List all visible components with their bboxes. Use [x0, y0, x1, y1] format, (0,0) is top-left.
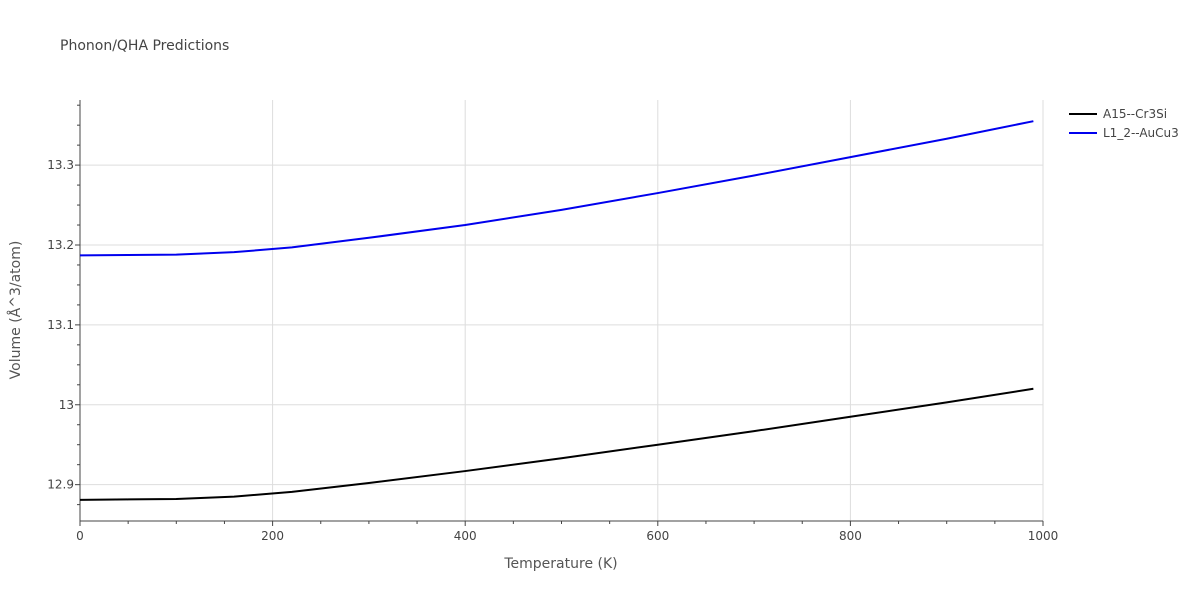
grid-layer — [80, 100, 1044, 521]
y-axis-title: Volume (Å^3/atom) — [7, 241, 24, 380]
legend-label: L1_2--AuCu3 — [1103, 126, 1179, 140]
series-line-1 — [79, 387, 1034, 501]
series-layer — [79, 120, 1034, 501]
x-tick-label: 800 — [839, 529, 862, 543]
x-axis-title: Temperature (K) — [503, 556, 617, 572]
x-tick-label: 600 — [646, 529, 669, 543]
x-tick-label: 200 — [261, 529, 284, 543]
legend-item-1[interactable]: A15--Cr3Si — [1069, 107, 1167, 121]
y-tick-label: 12.9 — [47, 478, 74, 492]
y-tick-label: 13.2 — [47, 238, 74, 252]
chart-title: Phonon/QHA Predictions — [60, 38, 229, 54]
x-tick-label: 0 — [76, 529, 84, 543]
series-line-2 — [79, 120, 1034, 257]
x-tick-label: 1000 — [1028, 529, 1059, 543]
legend-label: A15--Cr3Si — [1103, 107, 1167, 121]
y-tick-label: 13 — [59, 398, 74, 412]
x-tick-label: 400 — [454, 529, 477, 543]
legend-item-2[interactable]: L1_2--AuCu3 — [1069, 126, 1179, 140]
legend[interactable]: A15--Cr3Si L1_2--AuCu3 — [1069, 107, 1179, 140]
y-tick-label: 13.3 — [47, 158, 74, 172]
axis-layer: 0 200 400 600 800 1000 12.9 13 13.1 13.2 13.3 — [47, 100, 1058, 543]
y-tick-label: 13.1 — [47, 318, 74, 332]
